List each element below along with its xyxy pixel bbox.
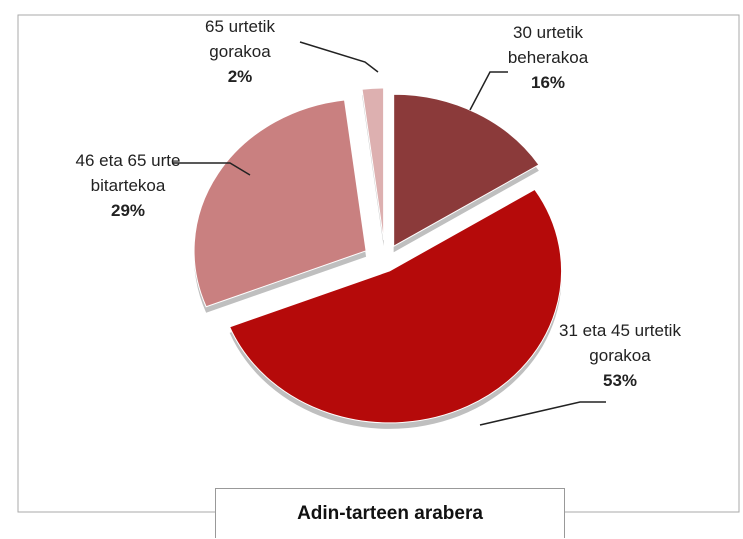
slice-label: 65 urtetik gorakoa 2% <box>175 14 305 89</box>
chart-title: Adin-tarteen arabera <box>215 488 565 538</box>
category-label: 65 urtetik gorakoa <box>205 17 275 61</box>
leader-line <box>172 162 251 176</box>
leader-line <box>469 71 508 111</box>
value-label: 53% <box>602 371 638 390</box>
slice-label: 31 eta 45 urtetik gorakoa 53% <box>555 318 685 393</box>
leader-line <box>299 41 379 73</box>
leader-line <box>479 401 606 426</box>
slice-label: 46 eta 65 urte bitartekoa 29% <box>63 148 193 223</box>
category-label: 46 eta 65 urte bitartekoa <box>75 151 181 195</box>
category-label: 31 eta 45 urtetik gorakoa <box>559 321 681 365</box>
value-label: 2% <box>227 67 253 86</box>
category-label: 30 urtetik beherakoa <box>507 23 589 67</box>
value-label: 29% <box>110 201 146 220</box>
slice <box>193 99 367 308</box>
slices <box>193 87 563 429</box>
value-label: 16% <box>530 73 566 92</box>
slice-label: 30 urtetik beherakoa 16% <box>483 20 613 95</box>
slice <box>361 87 385 241</box>
slice <box>228 188 563 424</box>
slice <box>393 93 540 248</box>
